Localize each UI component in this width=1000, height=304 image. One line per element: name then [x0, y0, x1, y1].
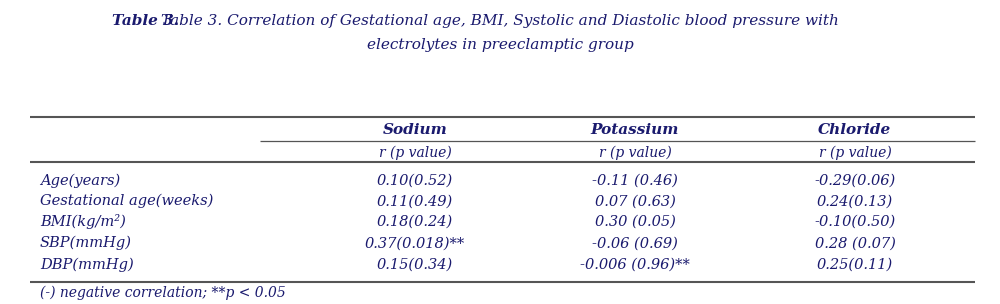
Text: r (p value): r (p value) — [599, 146, 671, 160]
Text: Sodium: Sodium — [383, 123, 447, 137]
Text: 0.15(0.34): 0.15(0.34) — [377, 257, 453, 271]
Text: 0.25(0.11): 0.25(0.11) — [817, 257, 893, 271]
Text: Table 3.: Table 3. — [112, 14, 179, 28]
Text: Gestational age(weeks): Gestational age(weeks) — [40, 194, 213, 209]
Text: Table 3. Correlation of Gestational age, BMI, Systolic and Diastolic blood press: Table 3. Correlation of Gestational age,… — [161, 14, 839, 28]
Text: 0.11(0.49): 0.11(0.49) — [377, 194, 453, 208]
Text: Chloride: Chloride — [818, 123, 892, 137]
Text: -0.29(0.06): -0.29(0.06) — [814, 174, 896, 188]
Text: r (p value): r (p value) — [819, 146, 891, 160]
Text: 0.28 (0.07): 0.28 (0.07) — [815, 236, 895, 250]
Text: r (p value): r (p value) — [379, 146, 451, 160]
Text: BMI(kg/m²): BMI(kg/m²) — [40, 214, 126, 230]
Text: (-) negative correlation; **p < 0.05: (-) negative correlation; **p < 0.05 — [40, 285, 286, 300]
Text: -0.11 (0.46): -0.11 (0.46) — [592, 174, 678, 188]
Text: -0.10(0.50): -0.10(0.50) — [814, 215, 896, 229]
Text: 0.10(0.52): 0.10(0.52) — [377, 174, 453, 188]
Text: SBP(mmHg): SBP(mmHg) — [40, 236, 132, 250]
Text: Age(years): Age(years) — [40, 174, 120, 188]
Text: -0.06 (0.69): -0.06 (0.69) — [592, 236, 678, 250]
Text: -0.006 (0.96)**: -0.006 (0.96)** — [580, 257, 690, 271]
Text: 0.24(0.13): 0.24(0.13) — [817, 194, 893, 208]
Text: electrolytes in preeclamptic group: electrolytes in preeclamptic group — [367, 38, 633, 52]
Text: DBP(mmHg): DBP(mmHg) — [40, 257, 134, 272]
Text: 0.30 (0.05): 0.30 (0.05) — [595, 215, 675, 229]
Text: Table 3. Correlation of Gestational age, BMI, Systolic and Diastolic blood press: Table 3. Correlation of Gestational age,… — [161, 14, 839, 28]
Text: 0.37(0.018)**: 0.37(0.018)** — [365, 236, 465, 250]
Text: 0.18(0.24): 0.18(0.24) — [377, 215, 453, 229]
Text: Potassium: Potassium — [591, 123, 679, 137]
Text: 0.07 (0.63): 0.07 (0.63) — [595, 194, 675, 208]
